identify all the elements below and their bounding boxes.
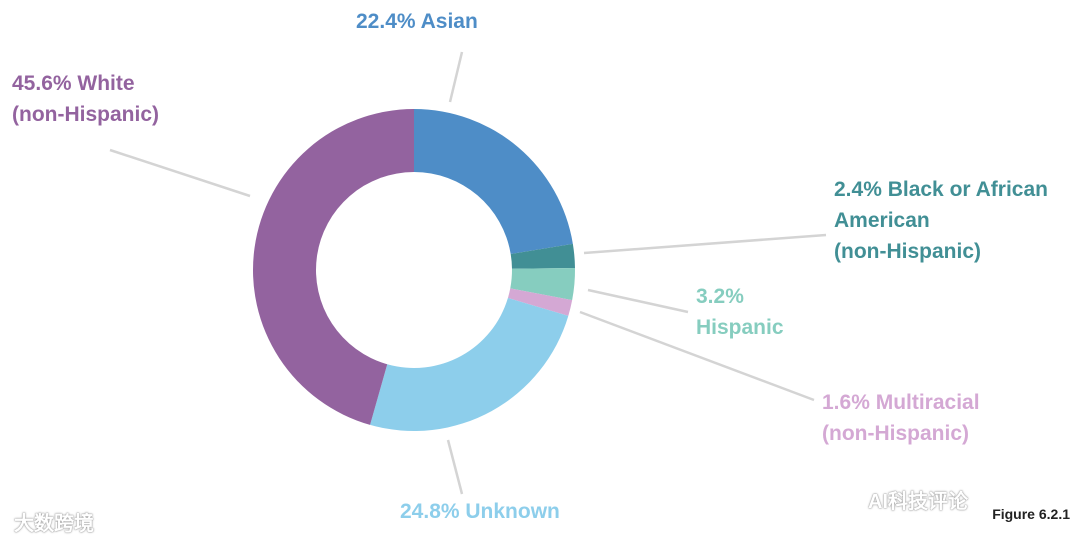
slice-label-line: Hispanic (696, 316, 784, 339)
slice-label-line: 1.6% Multiracial (822, 391, 980, 414)
slice-label: 2.4% Black or African American (non-Hispan… (834, 174, 1048, 267)
slice-label: 1.6% Multiracial (non-Hispanic) (822, 387, 980, 449)
leader-line (579, 310, 815, 402)
figure-caption: Figure 6.2.1 (992, 506, 1070, 522)
watermark-left: 大数跨境 (14, 513, 94, 535)
leader-line (587, 288, 689, 314)
slice-label-line: American (834, 209, 930, 232)
slice-label: 45.6% White (non-Hispanic) (12, 68, 159, 130)
leader-line (109, 148, 251, 198)
slice-label-line: 45.6% White (12, 72, 135, 95)
slice-label-line: 3.2% (696, 285, 744, 308)
leader-line (448, 51, 464, 103)
watermark-right: AI科技评论 (868, 491, 968, 513)
slice-label-line: (non-Hispanic) (834, 240, 981, 263)
donut-slice-unknown (370, 297, 569, 431)
donut-slice-multiracial-non-hispanic (507, 288, 573, 316)
slice-label-line: (non-Hispanic) (12, 103, 159, 126)
slice-label: 22.4% Asian (356, 6, 478, 37)
donut-slice-asian (414, 109, 573, 255)
slice-label-line: 2.4% Black or African (834, 178, 1048, 201)
donut-slice-black-or-african-american-non-hispanic (510, 243, 575, 269)
donut-slice-white-non-hispanic (253, 109, 414, 425)
slice-label-line: 24.8% Unknown (400, 500, 560, 523)
slice-label: 3.2% Hispanic (696, 281, 784, 343)
leader-line (446, 439, 464, 495)
slice-label-line: (non-Hispanic) (822, 422, 969, 445)
donut-slice-hispanic (510, 267, 576, 301)
slice-label: 24.8% Unknown (400, 496, 560, 527)
slice-label-line: 22.4% Asian (356, 10, 478, 33)
leader-line (583, 233, 827, 255)
